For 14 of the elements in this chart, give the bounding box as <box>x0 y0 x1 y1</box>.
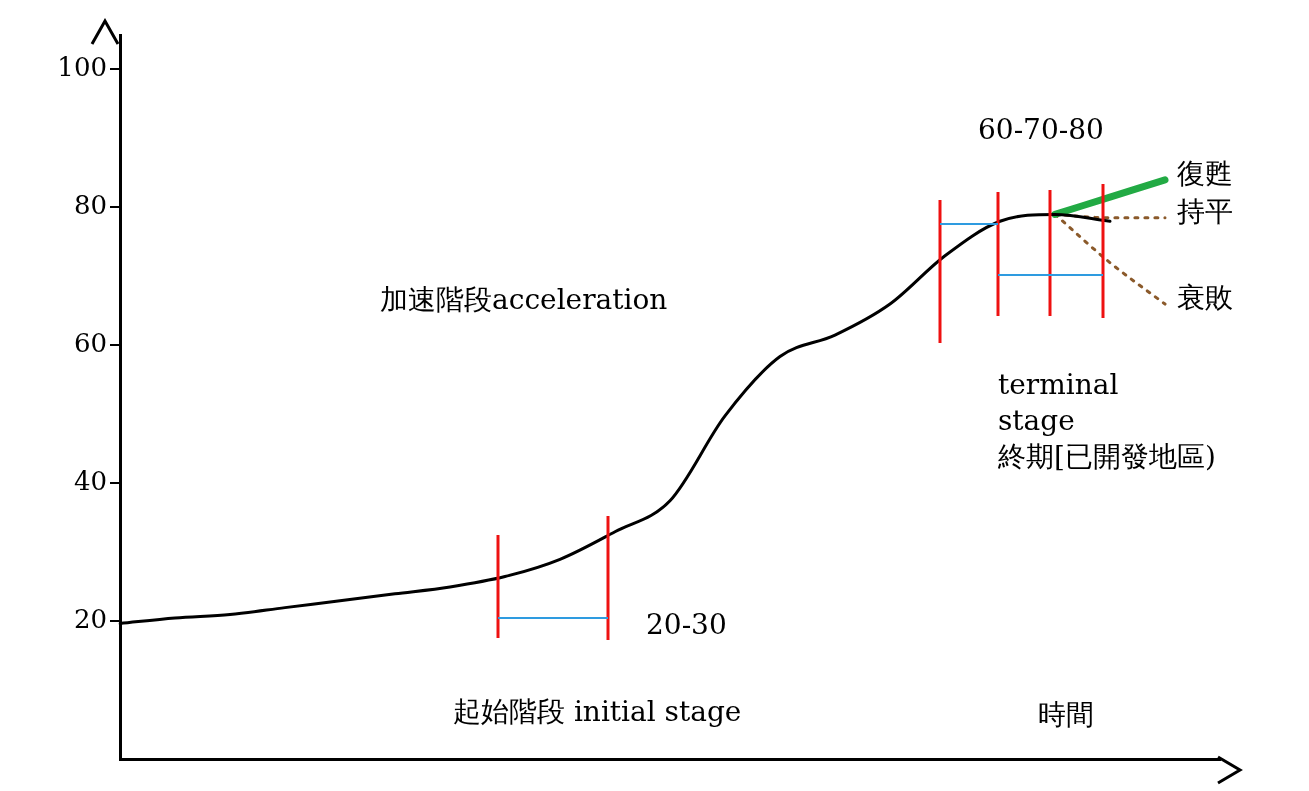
x-axis-title: 時間 <box>1038 698 1094 732</box>
annotation: 20-30 <box>646 608 727 642</box>
y-tick-label: 20 <box>73 604 107 635</box>
y-tick-label: 100 <box>57 52 107 83</box>
annotation: 60-70-80 <box>978 113 1104 147</box>
y-tick-label: 60 <box>73 328 107 359</box>
annotation: 加速階段acceleration <box>380 283 668 317</box>
series-label: 持平 <box>1177 195 1233 229</box>
series-label: 衰敗 <box>1177 281 1233 315</box>
series-label: 復甦 <box>1177 157 1233 191</box>
y-tick-label: 80 <box>73 190 107 221</box>
annotation: terminal stage 終期[已開發地區) <box>997 368 1216 474</box>
y-tick-label: 40 <box>73 466 107 497</box>
annotation: 起始階段 initial stage <box>453 695 742 729</box>
